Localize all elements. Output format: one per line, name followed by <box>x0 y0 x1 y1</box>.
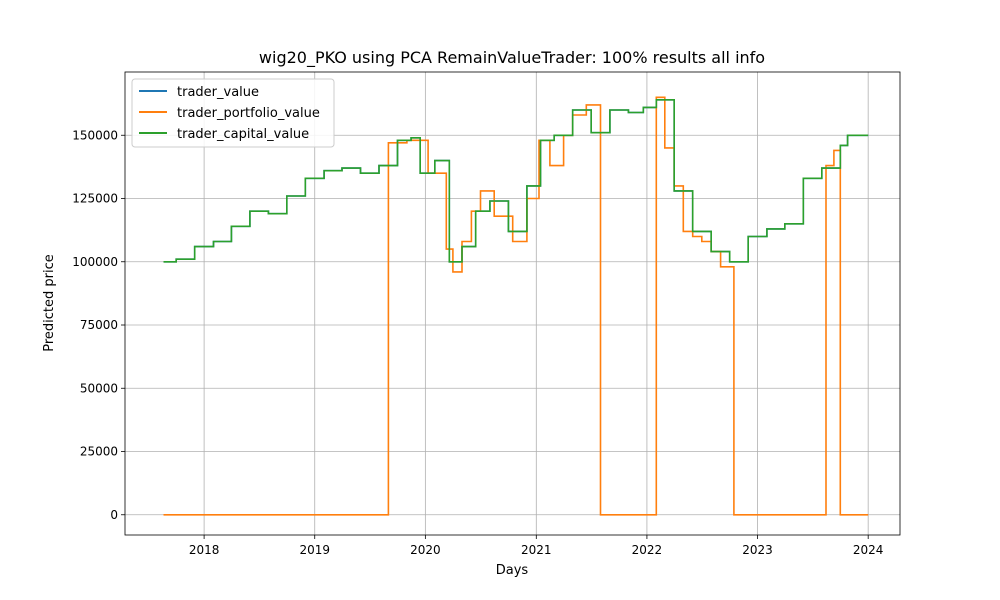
y-tick-label: 150000 <box>72 128 118 142</box>
legend-label: trader_capital_value <box>177 127 309 142</box>
legend-box <box>131 78 335 148</box>
x-tick-label: 2021 <box>521 543 552 557</box>
y-axis-ticks: 0 25000 50000 75000 100000 125000 150000 <box>72 128 125 522</box>
x-tick-label: 2020 <box>410 543 441 557</box>
x-tick-label: 2023 <box>742 543 773 557</box>
y-tick-label: 50000 <box>80 381 118 395</box>
series-line-trader-capital-value <box>163 99 869 263</box>
y-tick-label: 125000 <box>72 192 118 206</box>
series-lines <box>163 96 869 516</box>
y-axis-label: Predicted price <box>42 254 57 352</box>
plot-frame <box>124 71 901 536</box>
chart-title: wig20_PKO using PCA RemainValueTrader: 1… <box>259 48 765 68</box>
x-tick-label: 2018 <box>189 543 220 557</box>
y-tick-label: 75000 <box>80 318 118 332</box>
x-axis-label: Days <box>496 563 529 578</box>
y-tick-label: 100000 <box>72 255 118 269</box>
x-tick-label: 2019 <box>299 543 330 557</box>
x-tick-label: 2022 <box>632 543 663 557</box>
x-tick-label: 2024 <box>853 543 884 557</box>
x-axis-ticks: 2018 2019 2020 2021 2022 2023 2024 <box>189 535 884 557</box>
legend-label: trader_portfolio_value <box>177 106 320 121</box>
legend: trader_value trader_portfolio_valuetrader… <box>131 78 335 148</box>
y-tick-label: 25000 <box>80 445 118 459</box>
legend-label: trader_value <box>177 85 259 100</box>
y-tick-label: 0 <box>110 508 118 522</box>
